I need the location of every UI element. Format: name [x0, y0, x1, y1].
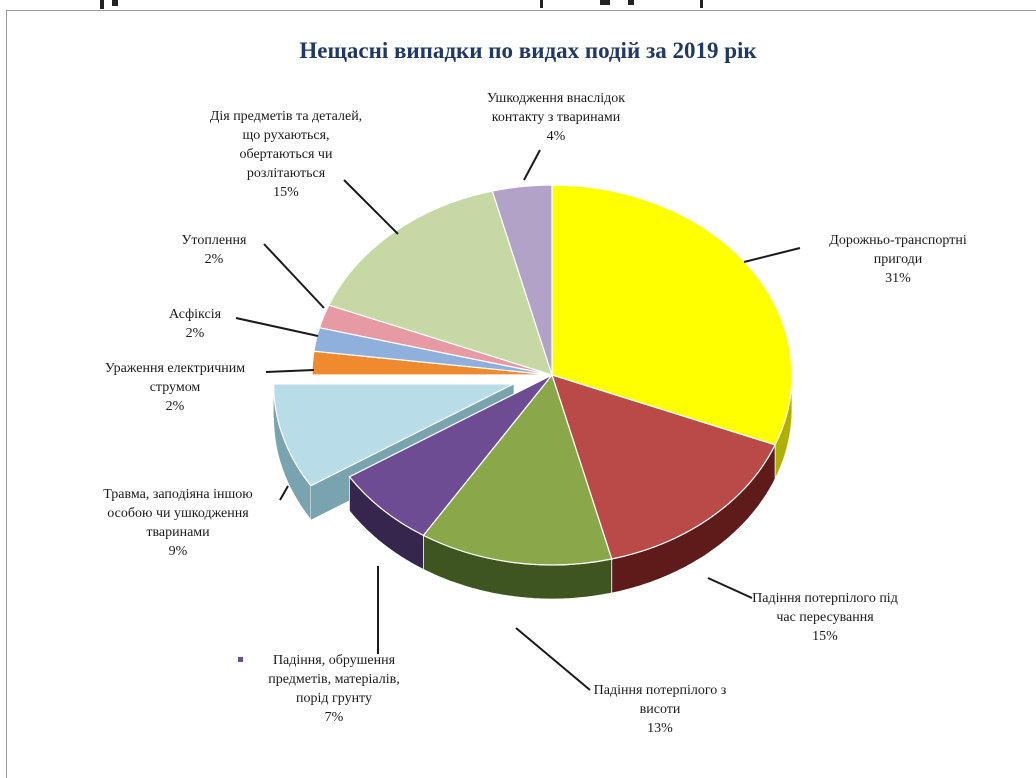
- slice-label-line-2-0: Падіння потерпілого з: [594, 683, 727, 698]
- slice-label-1: Падіння потерпілого під час пересування 15…: [752, 591, 898, 644]
- slice-percent-8: 15%: [273, 185, 299, 200]
- slice-percent-6: 2%: [186, 326, 205, 341]
- slice-percent-3: 7%: [325, 710, 344, 725]
- slice-label-line-8-1: що рухаються,: [242, 128, 329, 143]
- slice-label-line-4-1: особою чи ушкодження: [107, 506, 249, 521]
- slice-label-line-8-2: обертаються чи: [240, 147, 333, 162]
- leader-line-5: [266, 370, 314, 372]
- slice-label-line-0-0: Дорожньо-транспортні: [829, 233, 967, 248]
- legend-marker-icon: [238, 657, 243, 662]
- slice-percent-9: 4%: [547, 129, 566, 144]
- slice-label-line-0-1: пригоди: [874, 252, 923, 267]
- slice-label-5: Ураження електричним струмом 2%: [105, 361, 245, 414]
- slice-label-line-3-0: Падіння, обрушення: [273, 653, 396, 668]
- slice-label-line-9-0: Ушкодження внаслідок: [487, 91, 625, 106]
- slice-percent-2: 13%: [647, 721, 673, 736]
- leader-line-4: [280, 486, 288, 500]
- slice-label-0: Дорожньо-транспортні пригоди 31%: [829, 233, 967, 286]
- leader-line-1: [708, 578, 752, 598]
- slice-label-8: Дія предметів та деталей, що рухаються, об…: [210, 109, 362, 200]
- slice-percent-0: 31%: [885, 271, 911, 286]
- slice-percent-7: 2%: [205, 252, 224, 267]
- slice-label-line-1-0: Падіння потерпілого під: [752, 591, 898, 606]
- chart-title: Нещасні випадки по видах подій за 2019 р…: [299, 38, 757, 63]
- slice-label-6: Асфіксія 2%: [169, 307, 222, 341]
- slice-label-9: Ушкодження внаслідок контакту з тваринами…: [487, 91, 625, 144]
- slice-label-line-7-0: Утоплення: [182, 233, 248, 248]
- leader-line-7: [264, 244, 324, 308]
- slice-label-line-3-2: порід грунту: [296, 691, 372, 706]
- slice-label-line-8-0: Дія предметів та деталей,: [210, 109, 362, 124]
- slice-label-line-8-3: розлітаються: [247, 166, 326, 181]
- leader-line-2: [516, 628, 590, 690]
- slice-label-7: Утоплення 2%: [182, 233, 248, 267]
- slice-label-3: Падіння, обрушення предметів, матеріалів,…: [268, 653, 400, 725]
- leader-line-0: [744, 248, 800, 262]
- slice-label-2: Падіння потерпілого з висоти 13%: [594, 683, 727, 736]
- slice-label-line-5-1: струмом: [150, 380, 201, 395]
- slice-label-line-4-2: тваринами: [146, 525, 210, 540]
- slice-label-line-2-1: висоти: [640, 702, 681, 717]
- slice-label-line-4-0: Травма, заподіяна іншою: [103, 487, 253, 502]
- slice-percent-5: 2%: [166, 399, 185, 414]
- slice-label-line-1-1: час пересування: [776, 610, 874, 625]
- leader-line-9: [524, 150, 540, 180]
- slice-label-4: Травма, заподіяна іншою особою чи ушкодже…: [103, 487, 253, 559]
- slice-label-line-9-1: контакту з тваринами: [492, 110, 621, 125]
- leader-line-8: [344, 180, 398, 234]
- slice-label-line-5-0: Ураження електричним: [105, 361, 245, 376]
- slice-percent-4: 9%: [169, 544, 188, 559]
- leader-line-6: [236, 318, 318, 336]
- slice-label-line-6-0: Асфіксія: [169, 307, 222, 322]
- slice-label-line-3-1: предметів, матеріалів,: [268, 672, 400, 687]
- slice-percent-1: 15%: [812, 629, 838, 644]
